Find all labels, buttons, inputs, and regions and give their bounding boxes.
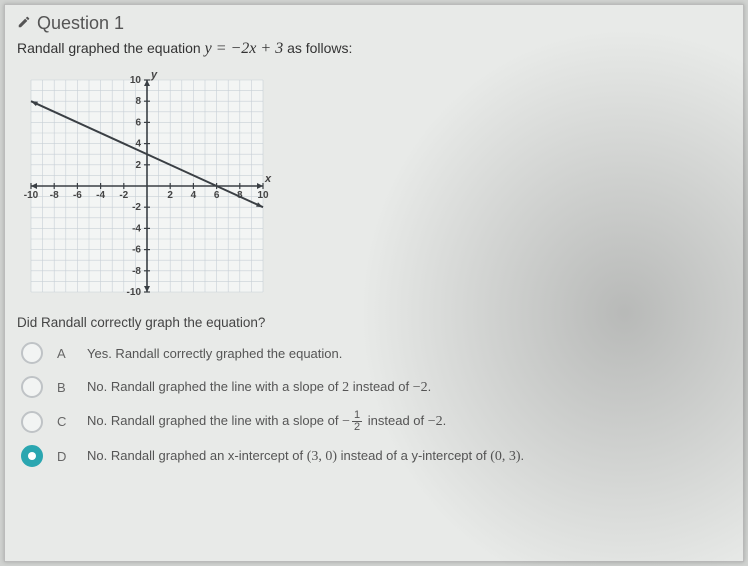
svg-text:-4: -4	[96, 190, 105, 201]
question-card: Question 1 Randall graphed the equation …	[4, 4, 744, 562]
option-a[interactable]: A Yes. Randall correctly graphed the equa…	[17, 336, 731, 370]
svg-text:-4: -4	[132, 223, 141, 234]
svg-text:-2: -2	[132, 202, 141, 213]
subquestion: Did Randall correctly graph the equation…	[17, 315, 731, 330]
svg-text:-10: -10	[127, 287, 142, 298]
radio-a[interactable]	[21, 342, 43, 364]
option-text: No. Randall graphed an x-intercept of (3…	[87, 448, 727, 465]
svg-text:x: x	[264, 173, 272, 185]
option-c[interactable]: C No. Randall graphed the line with a slo…	[17, 404, 731, 439]
option-letter: A	[57, 346, 73, 361]
svg-text:10: 10	[130, 75, 142, 86]
prompt-lead: Randall graphed the equation	[17, 40, 205, 56]
svg-text:6: 6	[135, 117, 141, 128]
svg-text:-6: -6	[132, 245, 141, 256]
option-d[interactable]: D No. Randall graphed an x-intercept of (…	[17, 439, 731, 473]
svg-text:2: 2	[135, 160, 141, 171]
option-letter: B	[57, 380, 73, 395]
svg-text:-6: -6	[73, 190, 82, 201]
svg-text:2: 2	[167, 190, 173, 201]
svg-text:6: 6	[214, 190, 220, 201]
option-letter: D	[57, 449, 73, 464]
option-text: No. Randall graphed the line with a slop…	[87, 379, 727, 396]
question-title: Question 1	[37, 13, 124, 34]
option-text: No. Randall graphed the line with a slop…	[87, 410, 727, 433]
svg-text:-8: -8	[132, 266, 141, 277]
svg-text:-2: -2	[119, 190, 128, 201]
radio-c[interactable]	[21, 411, 43, 433]
option-letter: C	[57, 414, 73, 429]
options-list: A Yes. Randall correctly graphed the equa…	[17, 336, 731, 473]
pencil-icon	[17, 13, 31, 34]
graph: -10-8-6-4-2246810-10-8-6-4-2246810xy	[17, 66, 277, 311]
svg-text:4: 4	[135, 139, 141, 150]
prompt-tail: as follows:	[287, 40, 352, 56]
radio-d[interactable]	[21, 445, 43, 467]
svg-text:y: y	[150, 69, 158, 81]
option-b[interactable]: B No. Randall graphed the line with a slo…	[17, 370, 731, 404]
question-prompt: Randall graphed the equation y = −2x + 3…	[17, 40, 731, 58]
svg-text:4: 4	[191, 190, 197, 201]
svg-text:-8: -8	[50, 190, 59, 201]
svg-text:-10: -10	[24, 190, 39, 201]
option-text: Yes. Randall correctly graphed the equat…	[87, 346, 727, 361]
question-header: Question 1	[17, 13, 731, 34]
svg-text:8: 8	[135, 96, 141, 107]
graph-svg: -10-8-6-4-2246810-10-8-6-4-2246810xy	[17, 66, 277, 306]
prompt-equation: y = −2x + 3	[205, 40, 284, 57]
svg-text:10: 10	[257, 190, 269, 201]
radio-b[interactable]	[21, 376, 43, 398]
